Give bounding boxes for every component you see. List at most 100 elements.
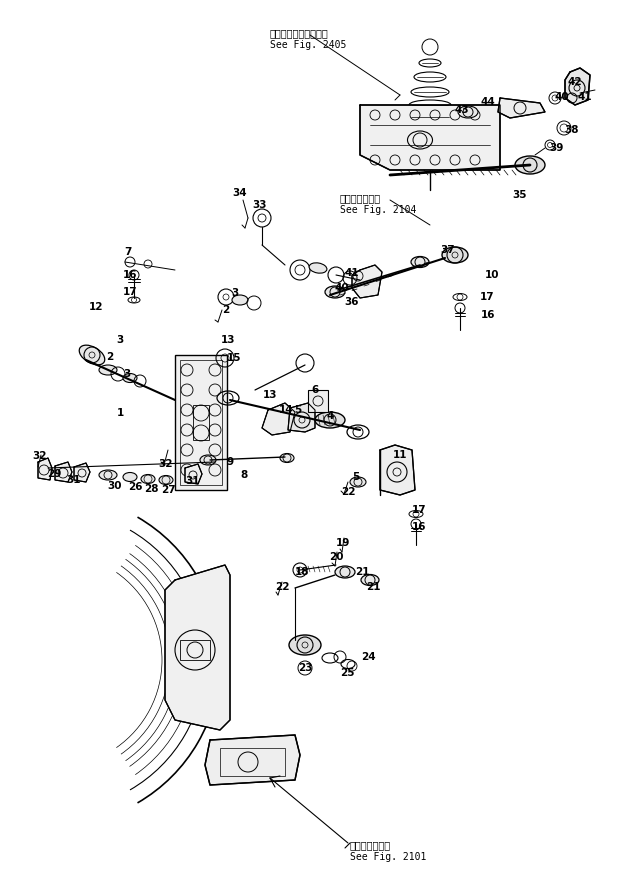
Text: 21: 21 <box>366 582 380 592</box>
Text: 21: 21 <box>355 567 369 577</box>
Ellipse shape <box>411 256 429 268</box>
Text: 41: 41 <box>578 92 592 102</box>
Text: 8: 8 <box>240 470 248 480</box>
Text: 13: 13 <box>263 390 277 400</box>
Text: 11: 11 <box>392 450 407 460</box>
Text: 1: 1 <box>116 408 124 418</box>
Text: 33: 33 <box>253 200 267 210</box>
Text: 16: 16 <box>481 310 496 320</box>
Ellipse shape <box>325 286 345 298</box>
Polygon shape <box>360 105 500 170</box>
Text: 22: 22 <box>274 582 289 592</box>
Text: 39: 39 <box>549 143 563 153</box>
Text: 2: 2 <box>222 305 230 315</box>
Text: 25: 25 <box>340 668 354 678</box>
Bar <box>193 405 209 440</box>
Text: 10: 10 <box>485 270 499 280</box>
Bar <box>308 390 328 412</box>
Text: 18: 18 <box>295 567 309 577</box>
Ellipse shape <box>123 473 137 481</box>
Polygon shape <box>165 565 230 730</box>
Polygon shape <box>205 735 300 785</box>
Text: 6: 6 <box>311 385 319 395</box>
Polygon shape <box>38 458 52 480</box>
Text: 第ゼロ四図参照
See Fig. 2104: 第ゼロ四図参照 See Fig. 2104 <box>340 193 416 215</box>
Ellipse shape <box>141 474 155 483</box>
Text: 17: 17 <box>412 505 426 515</box>
Ellipse shape <box>99 470 117 480</box>
Ellipse shape <box>309 263 327 273</box>
Polygon shape <box>74 463 90 482</box>
Text: 29: 29 <box>47 469 61 479</box>
Ellipse shape <box>232 295 248 305</box>
Polygon shape <box>498 98 545 118</box>
Polygon shape <box>185 464 202 484</box>
Text: 16: 16 <box>412 522 426 532</box>
Ellipse shape <box>515 156 545 174</box>
Ellipse shape <box>159 475 173 485</box>
Text: 3: 3 <box>232 288 238 298</box>
Text: 34: 34 <box>233 188 247 198</box>
Ellipse shape <box>361 575 379 585</box>
Ellipse shape <box>79 345 105 365</box>
Text: 37: 37 <box>441 245 455 255</box>
Ellipse shape <box>458 106 478 118</box>
Bar <box>175 355 227 490</box>
Polygon shape <box>55 462 72 482</box>
Text: 20: 20 <box>329 552 343 562</box>
Text: 31: 31 <box>66 475 81 485</box>
Bar <box>180 360 222 485</box>
Ellipse shape <box>123 373 137 383</box>
Ellipse shape <box>442 247 468 263</box>
Ellipse shape <box>99 365 117 375</box>
Text: 32: 32 <box>33 451 47 461</box>
Text: 44: 44 <box>481 97 496 107</box>
Text: 26: 26 <box>128 482 142 492</box>
Ellipse shape <box>200 455 216 465</box>
Polygon shape <box>380 445 415 495</box>
Ellipse shape <box>315 412 345 428</box>
Text: 4: 4 <box>326 411 333 421</box>
Text: 3: 3 <box>116 335 124 345</box>
Bar <box>220 748 285 776</box>
Text: 36: 36 <box>345 297 360 307</box>
Text: 第ゼロ一図参照
See Fig. 2101: 第ゼロ一図参照 See Fig. 2101 <box>350 840 427 862</box>
Polygon shape <box>352 265 382 298</box>
Text: 24: 24 <box>361 652 375 662</box>
Text: 19: 19 <box>336 538 350 548</box>
Text: 13: 13 <box>220 335 235 345</box>
Text: 28: 28 <box>143 484 158 494</box>
Text: 2: 2 <box>106 352 114 362</box>
Text: 43: 43 <box>455 105 469 115</box>
Text: 35: 35 <box>513 190 527 200</box>
Polygon shape <box>565 68 590 105</box>
Text: 22: 22 <box>341 487 355 497</box>
Text: 32: 32 <box>159 459 173 469</box>
Text: 5: 5 <box>352 472 360 482</box>
Text: 40: 40 <box>335 283 349 293</box>
Text: 12: 12 <box>89 302 103 312</box>
Text: 17: 17 <box>479 292 494 302</box>
Text: 15: 15 <box>227 353 241 363</box>
Text: 40: 40 <box>555 92 569 102</box>
Polygon shape <box>262 403 295 435</box>
Ellipse shape <box>350 477 366 487</box>
Ellipse shape <box>335 566 355 578</box>
Text: 38: 38 <box>564 125 579 135</box>
Text: 16: 16 <box>123 270 137 280</box>
Text: 3: 3 <box>124 369 130 379</box>
Text: 41: 41 <box>345 268 360 278</box>
Text: 14: 14 <box>279 405 293 415</box>
Text: 9: 9 <box>227 457 233 467</box>
Text: 7: 7 <box>124 247 132 257</box>
Text: 第ゼロ四ゼロ五図参照
See Fig. 2405: 第ゼロ四ゼロ五図参照 See Fig. 2405 <box>270 28 347 49</box>
Text: 23: 23 <box>297 663 312 673</box>
Text: 27: 27 <box>161 485 175 495</box>
Text: 42: 42 <box>568 77 582 87</box>
Ellipse shape <box>280 453 294 463</box>
Text: 5: 5 <box>294 405 302 415</box>
Bar <box>180 640 210 660</box>
Polygon shape <box>288 403 315 432</box>
Text: 31: 31 <box>186 476 200 486</box>
Text: 17: 17 <box>123 287 137 297</box>
